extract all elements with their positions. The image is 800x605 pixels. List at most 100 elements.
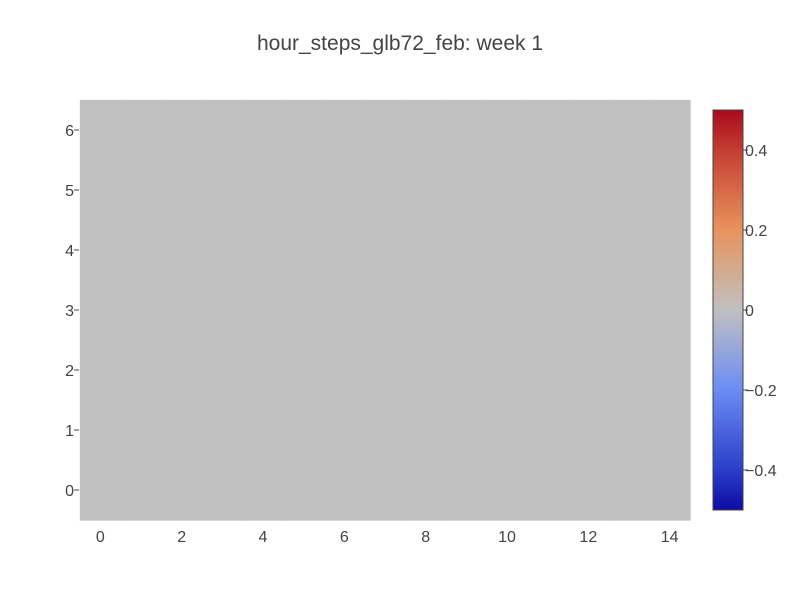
heatmap-cell bbox=[364, 279, 406, 341]
heatmap-cell bbox=[323, 279, 366, 341]
y-tick-label: 4 bbox=[65, 243, 74, 260]
heatmap-cell bbox=[79, 279, 122, 341]
heatmap-cell bbox=[608, 339, 650, 401]
heatmap-cell bbox=[527, 459, 569, 521]
heatmap-cell bbox=[161, 159, 203, 221]
heatmap-cell bbox=[161, 219, 203, 281]
y-tick-label: 0 bbox=[65, 483, 74, 500]
heatmap-cell bbox=[364, 99, 406, 161]
colorbar-tick-label: 0.4 bbox=[745, 143, 767, 160]
heatmap-cell bbox=[283, 99, 325, 161]
heatmap-cell bbox=[283, 159, 325, 221]
heatmap-cell bbox=[649, 339, 691, 401]
heatmap-cell bbox=[161, 339, 203, 401]
heatmap-cell bbox=[323, 339, 366, 401]
heatmap-cell bbox=[79, 99, 122, 161]
y-axis: 0 1 2 3 4 5 6 bbox=[65, 123, 79, 500]
heatmap-cell bbox=[486, 99, 528, 161]
colorbar-tick-label: 0.2 bbox=[745, 223, 767, 240]
heatmap-cell bbox=[649, 459, 691, 521]
colorbar-tick-label: −0.4 bbox=[745, 463, 777, 480]
heatmap-cell bbox=[567, 279, 610, 341]
heatmap-cell bbox=[283, 399, 325, 461]
x-tick-label: 8 bbox=[421, 529, 430, 546]
heatmap-cell bbox=[527, 99, 569, 161]
heatmap-cell bbox=[445, 159, 488, 221]
heatmap-cell bbox=[283, 339, 325, 401]
heatmap-cell bbox=[161, 99, 203, 161]
heatmap-cell bbox=[608, 459, 650, 521]
heatmap-cell bbox=[201, 159, 244, 221]
heatmap-cell bbox=[120, 279, 162, 341]
heatmap-cell bbox=[445, 99, 488, 161]
heatmap-cell bbox=[161, 399, 203, 461]
heatmap-cell bbox=[364, 459, 406, 521]
heatmap-cell bbox=[567, 159, 610, 221]
colorbar-tick-label: 0 bbox=[745, 303, 754, 320]
heatmap-cell bbox=[201, 459, 244, 521]
heatmap-cell bbox=[364, 159, 406, 221]
heatmap-cell bbox=[364, 219, 406, 281]
heatmap-cell bbox=[201, 219, 244, 281]
heatmap-cell bbox=[79, 159, 122, 221]
heatmap-cell bbox=[486, 279, 528, 341]
heatmap-cell bbox=[567, 459, 610, 521]
y-tick-label: 3 bbox=[65, 303, 74, 320]
heatmap-cell bbox=[649, 99, 691, 161]
heatmap-cell bbox=[201, 339, 244, 401]
y-tick-label: 6 bbox=[65, 123, 74, 140]
plot-area bbox=[79, 99, 691, 521]
heatmap-cell bbox=[120, 99, 162, 161]
heatmap-cell bbox=[608, 99, 650, 161]
heatmap-cell bbox=[283, 279, 325, 341]
heatmap-cell bbox=[567, 219, 610, 281]
heatmap-cell bbox=[120, 399, 162, 461]
chart-title: hour_steps_glb72_feb: week 1 bbox=[257, 32, 543, 55]
heatmap-cell bbox=[405, 459, 447, 521]
heatmap-cell bbox=[161, 459, 203, 521]
heatmap-cell bbox=[527, 339, 569, 401]
x-tick-label: 2 bbox=[177, 529, 186, 546]
heatmap-cell bbox=[486, 459, 528, 521]
heatmap-cell bbox=[405, 279, 447, 341]
heatmap-cell bbox=[445, 399, 488, 461]
heatmap-cell bbox=[527, 279, 569, 341]
heatmap-cell bbox=[120, 339, 162, 401]
heatmap-cell bbox=[567, 339, 610, 401]
heatmap-cell bbox=[201, 279, 244, 341]
heatmap-cell bbox=[527, 219, 569, 281]
heatmap-cell bbox=[323, 159, 366, 221]
heatmap-cell bbox=[486, 159, 528, 221]
heatmap-cell bbox=[567, 99, 610, 161]
heatmap-cell bbox=[79, 339, 122, 401]
heatmap-cell bbox=[201, 399, 244, 461]
heatmap-cell bbox=[405, 99, 447, 161]
heatmap-cell bbox=[323, 459, 366, 521]
heatmap-cell bbox=[283, 219, 325, 281]
heatmap-cell bbox=[527, 399, 569, 461]
heatmap-cell bbox=[608, 399, 650, 461]
heatmap-cell bbox=[323, 219, 366, 281]
heatmap-cell bbox=[608, 219, 650, 281]
x-tick-label: 0 bbox=[96, 529, 105, 546]
heatmap-cell bbox=[242, 339, 284, 401]
heatmap-cell bbox=[649, 399, 691, 461]
y-tick-label: 1 bbox=[65, 423, 74, 440]
x-axis: 0 2 4 6 8 10 12 14 bbox=[96, 529, 679, 546]
x-tick-label: 6 bbox=[340, 529, 349, 546]
colorbar: 0.4 0.2 0 −0.2 −0.4 bbox=[712, 109, 777, 511]
heatmap-cell bbox=[405, 339, 447, 401]
colorbar-gradient bbox=[712, 109, 744, 511]
heatmap-cell bbox=[242, 279, 284, 341]
heatmap-cell bbox=[486, 219, 528, 281]
heatmap-cell bbox=[567, 399, 610, 461]
heatmap-cell bbox=[405, 159, 447, 221]
heatmap-cell bbox=[364, 399, 406, 461]
heatmap-cell bbox=[120, 159, 162, 221]
heatmap-cell bbox=[649, 279, 691, 341]
heatmap-cell bbox=[120, 459, 162, 521]
heatmap-cell bbox=[486, 339, 528, 401]
heatmap-cell bbox=[608, 279, 650, 341]
